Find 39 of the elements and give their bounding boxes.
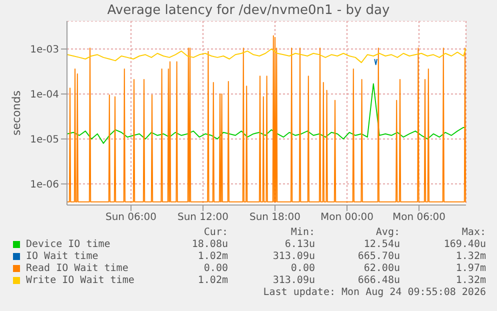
text: Cur: <box>204 227 228 238</box>
text: 1.97m <box>456 263 486 274</box>
legend-label: Device IO time <box>26 239 110 250</box>
chart-title: Average latency for /dev/nvme0n1 - by day <box>106 2 391 20</box>
text: 62.00u <box>364 263 400 274</box>
text: 0.00 <box>204 263 228 274</box>
text: 666.48u <box>358 275 400 286</box>
text: Last update: Mon Aug 24 09:55:08 2026 <box>263 287 486 298</box>
legend-label: Read IO Wait time <box>26 263 128 274</box>
x-tick-label: Sun 06:00 <box>105 212 157 224</box>
text: 12.54u <box>364 239 400 250</box>
text: 1.32m <box>456 275 486 286</box>
text: 313.09u <box>272 251 315 262</box>
y-tick-label: 1e-04 <box>30 90 59 101</box>
x-tick-label: Sun 18:00 <box>249 212 301 224</box>
text: 6.13u <box>284 239 315 250</box>
text: 169.40u <box>444 239 486 250</box>
line-series <box>67 35 466 202</box>
y-tick-label: 1e-03 <box>30 44 59 56</box>
legend-label: Write IO Wait time <box>26 275 134 286</box>
text: Max: <box>462 227 486 238</box>
x-tick-label: Mon 00:00 <box>320 212 374 224</box>
x-tick-label: Mon 06:00 <box>392 212 446 224</box>
y-tick-label: 1e-06 <box>30 179 59 190</box>
line-series <box>67 83 466 144</box>
y-tick-label: 1e-05 <box>30 134 59 146</box>
text: 665.70u <box>358 251 400 262</box>
text: 1.02m <box>198 251 228 262</box>
x-tick-label: Sun 12:00 <box>177 212 229 224</box>
text: 0.00 <box>290 263 315 274</box>
line-series <box>67 48 466 64</box>
y-axis-title: seconds <box>10 90 23 136</box>
text: Avg: <box>376 227 400 238</box>
text: 1.32m <box>456 251 486 262</box>
legend-label: IO Wait time <box>26 251 98 262</box>
text: 18.08u <box>192 239 228 250</box>
text: 313.09u <box>272 275 315 286</box>
text: 1.02m <box>198 275 228 286</box>
text: Min: <box>290 227 315 238</box>
